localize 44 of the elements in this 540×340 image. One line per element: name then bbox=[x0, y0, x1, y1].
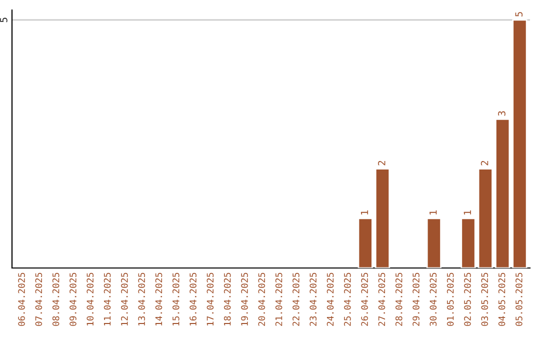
data-label: 1 bbox=[430, 210, 437, 214]
bar bbox=[478, 168, 493, 268]
x-tick-label: 05.05.2025 bbox=[516, 272, 522, 326]
x-tick-label: 09.04.2025 bbox=[70, 272, 76, 326]
data-label: 1 bbox=[464, 210, 471, 214]
x-tick-label: 19.04.2025 bbox=[241, 272, 248, 326]
x-tick-label: 29.04.2025 bbox=[412, 272, 420, 326]
x-tick-label: 25.04.2025 bbox=[344, 272, 351, 326]
x-tick-label: 03.05.2025 bbox=[481, 272, 488, 326]
data-label: 2 bbox=[480, 160, 488, 166]
data-label: 5 bbox=[515, 12, 523, 16]
x-tick-label: 01.05.2025 bbox=[446, 272, 454, 326]
x-tick-label: 16.04.2025 bbox=[190, 272, 196, 326]
data-label: 3 bbox=[498, 111, 506, 116]
x-tick-label: 11.04.2025 bbox=[104, 272, 111, 326]
x-tick-label: 02.05.2025 bbox=[464, 272, 471, 326]
bar bbox=[358, 218, 373, 268]
x-tick-label: 23.04.2025 bbox=[310, 272, 317, 326]
bar bbox=[426, 218, 442, 268]
x-tick-label: 12.04.2025 bbox=[121, 272, 128, 326]
x-tick-label: 15.04.2025 bbox=[172, 272, 180, 326]
bar bbox=[460, 218, 476, 268]
bar bbox=[374, 168, 390, 268]
x-tick-label: 21.04.2025 bbox=[275, 272, 282, 326]
x-tick-label: 18.04.2025 bbox=[224, 272, 231, 326]
x-tick-label: 22.04.2025 bbox=[292, 272, 300, 326]
bar bbox=[512, 19, 528, 268]
x-tick-label: 28.04.2025 bbox=[395, 272, 402, 326]
x-tick-label: 17.04.2025 bbox=[206, 272, 214, 326]
x-tick-label: 08.04.2025 bbox=[52, 272, 60, 326]
x-tick-label: 27.04.2025 bbox=[378, 272, 386, 326]
x-tick-label: 14.04.2025 bbox=[155, 272, 162, 326]
x-tick-label: 24.04.2025 bbox=[326, 272, 334, 326]
x-tick-label: 26.04.2025 bbox=[361, 272, 368, 326]
x-tick-label: 07.04.2025 bbox=[35, 272, 42, 326]
data-label: 2 bbox=[378, 160, 386, 166]
x-tick-label: 10.04.2025 bbox=[86, 272, 94, 326]
bar bbox=[495, 118, 510, 268]
x-tick-label: 13.04.2025 bbox=[138, 272, 145, 326]
x-tick-label: 20.04.2025 bbox=[258, 272, 266, 326]
x-tick-label: 06.04.2025 bbox=[18, 272, 25, 326]
x-tick-label: 30.04.2025 bbox=[430, 272, 437, 326]
data-label: 1 bbox=[360, 210, 368, 214]
x-tick-label: 04.05.2025 bbox=[498, 272, 506, 326]
